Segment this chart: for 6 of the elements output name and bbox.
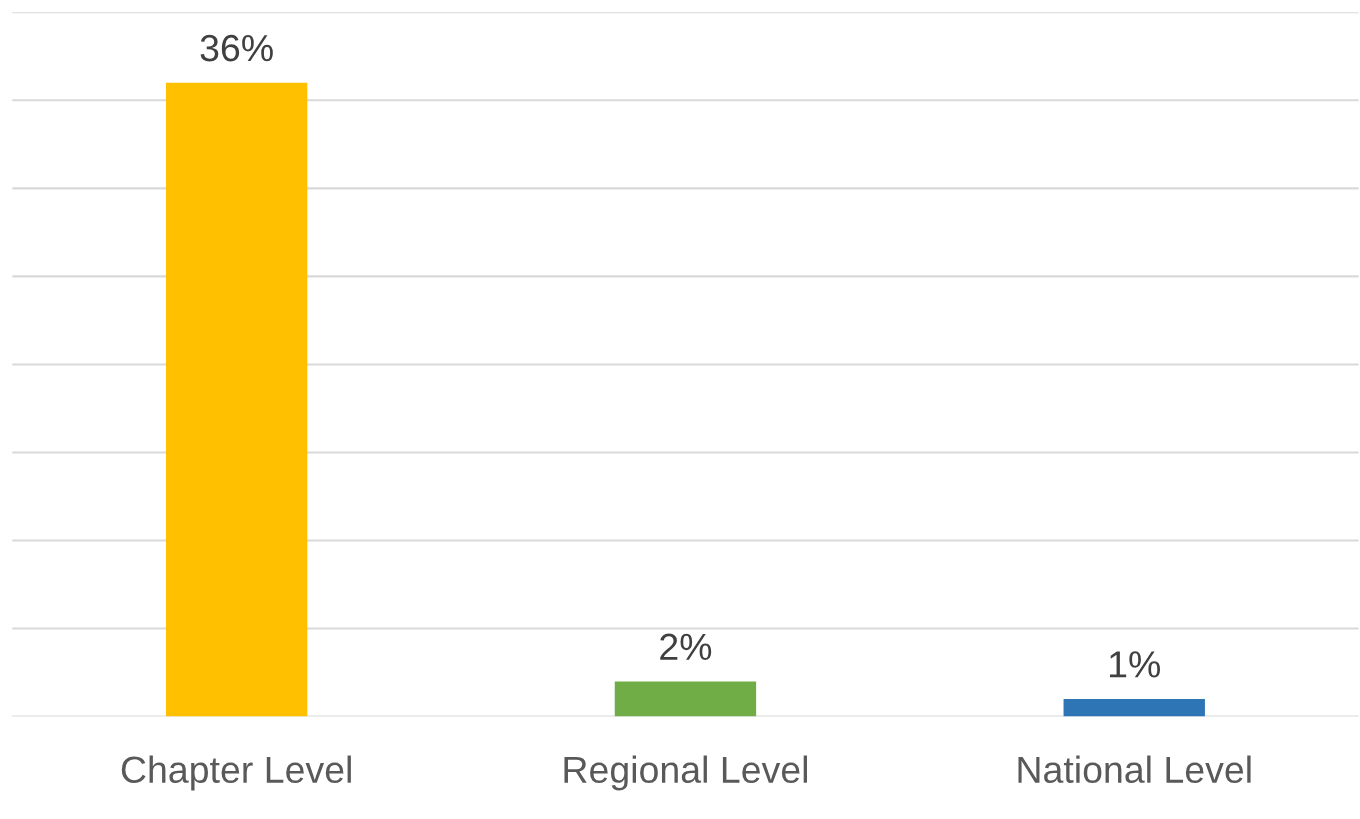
data-label: 1% bbox=[1110, 651, 1161, 678]
x-tick-label: National Level bbox=[1018, 755, 1251, 784]
x-tick-label: Chapter Level bbox=[121, 755, 351, 791]
data-label: 36% bbox=[200, 34, 273, 62]
data-label: 2% bbox=[660, 633, 712, 660]
x-tick-label: Regional Level bbox=[564, 755, 807, 791]
